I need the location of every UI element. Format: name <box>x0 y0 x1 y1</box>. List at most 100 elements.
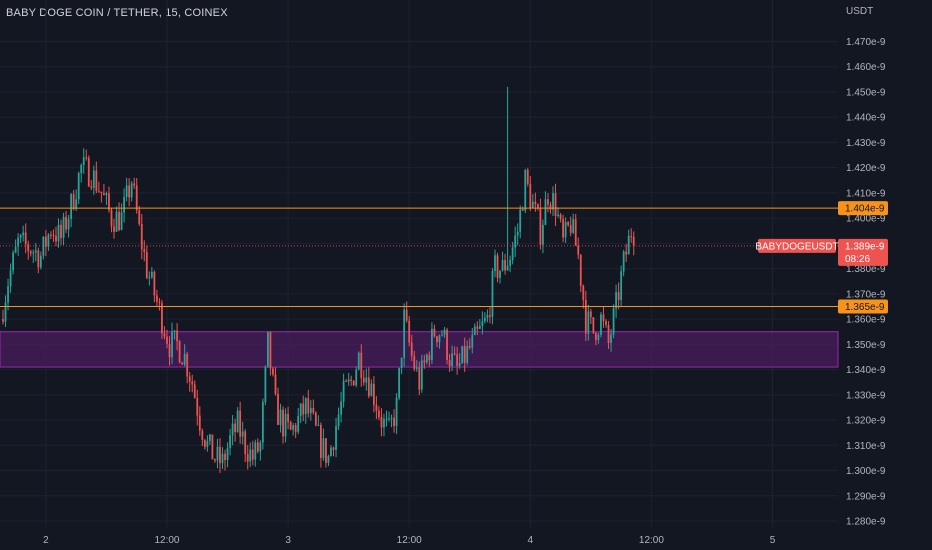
candle-body <box>420 360 423 390</box>
candle-body <box>524 169 527 211</box>
candle-body <box>90 186 93 188</box>
zone-rect <box>0 331 839 368</box>
price-tick-label: 1.370e-9 <box>846 289 886 300</box>
candle <box>534 192 537 212</box>
candle <box>335 417 337 458</box>
candle <box>483 312 486 324</box>
candle <box>451 345 453 372</box>
candle-body <box>224 453 226 460</box>
candle-body <box>393 417 395 427</box>
candle-body <box>506 265 509 271</box>
candle-body <box>572 219 575 233</box>
candle <box>27 240 30 260</box>
demand-zone[interactable] <box>0 331 839 368</box>
candle-body <box>405 309 408 321</box>
candle-body <box>307 398 310 414</box>
candle-body <box>415 367 418 369</box>
candle <box>383 413 385 437</box>
candle-body <box>24 232 27 245</box>
candle <box>85 149 88 161</box>
last-price-label: 1.389e-9 <box>845 241 885 252</box>
candle-body <box>615 292 617 309</box>
candle <box>481 311 484 335</box>
candle-body <box>509 259 512 266</box>
candle <box>632 231 635 256</box>
countdown-label: 08:26 <box>845 254 870 265</box>
price-tick-label: 1.320e-9 <box>846 416 886 427</box>
time-axis[interactable]: 2 12:00 3 12:00 4 12:00 5 <box>43 535 776 546</box>
candle-body <box>125 185 128 198</box>
candle-body <box>201 430 204 440</box>
candle-body <box>436 336 438 343</box>
candle-body <box>267 331 269 367</box>
candle-body <box>183 353 186 365</box>
candle-body <box>100 191 103 194</box>
candle-body <box>595 332 597 340</box>
candle-body <box>128 185 131 198</box>
candle-body <box>272 368 274 375</box>
horizontal-levels[interactable] <box>0 207 838 307</box>
candle-body <box>50 234 52 236</box>
candle <box>461 345 464 364</box>
candle-body <box>118 211 120 230</box>
candle-body <box>602 314 605 321</box>
candle-body <box>277 393 279 425</box>
candle <box>29 249 32 257</box>
candle <box>211 434 214 460</box>
candle-body <box>539 208 542 245</box>
candle-body <box>340 401 342 415</box>
candle-body <box>282 409 284 437</box>
candle-body <box>441 334 443 336</box>
candle <box>453 346 456 356</box>
price-tick-label: 1.300e-9 <box>846 466 886 477</box>
candle <box>413 350 416 372</box>
candle-body <box>55 235 57 242</box>
candle <box>564 217 567 243</box>
candle <box>206 435 209 452</box>
candle <box>519 205 522 239</box>
candle-body <box>97 190 100 192</box>
candle-body <box>226 447 229 460</box>
candle-body <box>87 157 90 187</box>
candle <box>52 229 55 243</box>
candle <box>337 407 340 430</box>
candle <box>385 410 388 427</box>
candle-body <box>544 199 547 225</box>
candle <box>60 219 62 245</box>
candle-body <box>501 260 504 271</box>
candle <box>183 344 186 367</box>
candle <box>438 334 441 349</box>
candle <box>332 446 335 457</box>
candle-body <box>337 414 340 427</box>
candle <box>562 214 565 243</box>
candle <box>95 161 98 194</box>
candle <box>496 252 499 283</box>
candle-body <box>236 410 239 433</box>
level-price-label-bg <box>838 201 888 216</box>
candle-body <box>325 438 327 463</box>
candle <box>388 411 390 422</box>
candle <box>100 191 103 203</box>
candle <box>279 403 282 433</box>
candle-body <box>547 199 549 205</box>
candle-body <box>181 362 184 365</box>
candle-body <box>345 380 348 382</box>
candle <box>456 346 459 375</box>
candle-body <box>446 329 448 361</box>
candle <box>186 351 189 384</box>
candle-body <box>299 403 302 417</box>
candle-body <box>261 401 264 443</box>
candle <box>123 188 126 223</box>
candle-body <box>372 383 375 405</box>
candle <box>428 351 431 367</box>
candle <box>589 308 592 325</box>
candle <box>224 449 226 471</box>
candle <box>357 351 360 371</box>
candle <box>393 409 395 433</box>
candle <box>110 207 113 233</box>
candle-body <box>468 345 471 348</box>
candle-body <box>319 424 322 459</box>
candle <box>259 440 262 461</box>
price-axis[interactable]: 1.280e-9 1.290e-9 1.300e-9 1.310e-9 1.320e-9… <box>846 37 886 528</box>
